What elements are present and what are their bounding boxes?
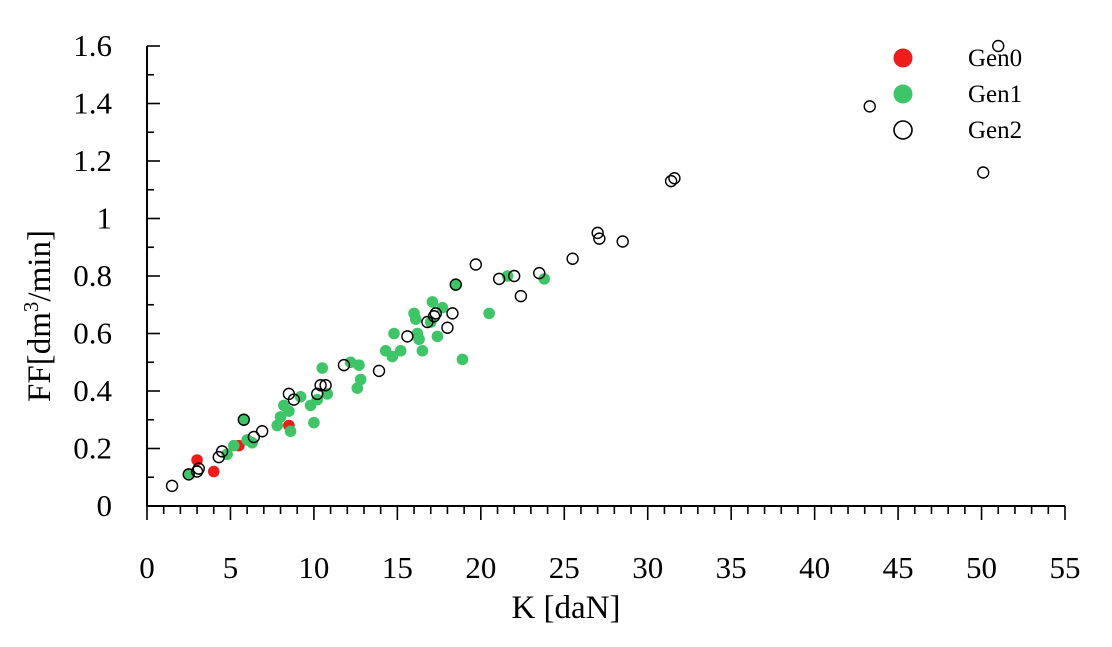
data-point-gen2 xyxy=(372,364,386,378)
legend-label-gen0: Gen0 xyxy=(968,45,1022,72)
data-point-gen2 xyxy=(449,278,462,291)
data-point-gen2 xyxy=(863,100,876,113)
data-point-gen2 xyxy=(469,258,483,271)
legend-marker-gen0 xyxy=(893,48,913,68)
y-tick-label: 0.2 xyxy=(73,431,112,466)
x-tick-label: 40 xyxy=(799,550,830,585)
y-tick-label: 1.6 xyxy=(73,28,112,63)
x-axis-title: K [daN] xyxy=(511,590,620,626)
data-point-gen1 xyxy=(227,439,240,452)
data-point-gen2 xyxy=(508,269,521,283)
data-point-gen2 xyxy=(616,235,629,248)
x-tick-label: 35 xyxy=(716,550,747,585)
x-tick-label: 25 xyxy=(549,550,580,585)
data-point-gen2 xyxy=(992,39,1005,53)
legend-marker-gen2 xyxy=(893,120,913,140)
y-tick-label: 1.4 xyxy=(73,86,112,121)
y-axis-title: FF[dm3/min] xyxy=(19,230,58,402)
series-gen1 xyxy=(182,270,551,481)
data-points xyxy=(165,39,1005,493)
data-point-gen1 xyxy=(431,330,444,343)
data-point-gen1 xyxy=(538,273,551,285)
legend-marker-gen1 xyxy=(893,84,913,104)
y-axis-title-superscript: 3 xyxy=(19,302,43,313)
x-tick-label: 15 xyxy=(382,550,413,585)
data-point-gen2 xyxy=(190,465,204,478)
x-tick-label: 55 xyxy=(1050,550,1081,585)
data-point-gen2 xyxy=(255,425,269,438)
data-point-gen2 xyxy=(319,379,332,392)
data-point-gen1 xyxy=(284,425,297,438)
data-point-gen2 xyxy=(514,289,528,303)
y-tick-label: 0.6 xyxy=(73,316,112,351)
data-point-gen1 xyxy=(283,405,295,417)
data-point-gen2 xyxy=(441,321,454,334)
data-point-gen2 xyxy=(566,252,579,265)
data-point-gen2 xyxy=(668,172,681,185)
y-tick-label: 0 xyxy=(97,488,113,523)
data-point-gen2 xyxy=(977,166,990,179)
data-point-gen2 xyxy=(287,393,301,406)
x-tick-label: 0 xyxy=(139,550,155,585)
data-point-gen1 xyxy=(436,301,449,314)
data-point-gen2 xyxy=(591,226,604,240)
data-point-gen1 xyxy=(294,390,307,403)
data-point-gen2 xyxy=(237,413,251,426)
legend-label-gen2: Gen2 xyxy=(968,117,1022,144)
y-axis-title-main: FF[dm xyxy=(22,312,58,402)
y-tick-label: 1 xyxy=(97,201,113,236)
data-point-gen2 xyxy=(215,445,229,458)
data-point-gen1 xyxy=(413,333,425,346)
data-point-gen1 xyxy=(426,296,439,308)
y-tick-label: 0.4 xyxy=(73,373,112,408)
x-tick-label: 45 xyxy=(883,550,914,585)
data-point-gen1 xyxy=(456,353,469,366)
legend-label-gen1: Gen1 xyxy=(968,81,1022,108)
data-point-gen2 xyxy=(401,330,414,343)
x-tick-labels: 0 5 10 15 20 25 30 35 40 45 50 55 xyxy=(139,550,1080,585)
data-point-gen2 xyxy=(337,358,351,372)
data-point-gen2 xyxy=(182,468,195,481)
data-point-gen2 xyxy=(533,266,546,280)
y-axis-title-unit: /min] xyxy=(22,230,58,302)
data-point-gen2 xyxy=(311,387,324,401)
x-tick-label: 20 xyxy=(465,550,496,585)
legend: Gen0 Gen1 Gen2 xyxy=(893,45,1022,144)
x-tick-label: 50 xyxy=(966,550,997,585)
data-point-gen2 xyxy=(427,310,441,323)
data-point-gen2 xyxy=(192,462,205,475)
data-point-gen2 xyxy=(314,379,327,392)
data-point-gen2 xyxy=(446,307,459,320)
data-point-gen1 xyxy=(274,411,287,423)
series-gen2 xyxy=(165,39,1005,493)
data-point-gen1 xyxy=(316,362,329,374)
data-point-gen1 xyxy=(483,307,495,320)
data-point-gen1 xyxy=(238,413,250,426)
data-point-gen1 xyxy=(308,416,320,429)
data-point-gen1 xyxy=(416,344,429,357)
axis-ticks xyxy=(146,45,1066,520)
data-point-gen1 xyxy=(354,373,367,386)
data-point-gen2 xyxy=(247,430,261,444)
data-point-gen0 xyxy=(207,465,220,478)
data-point-gen2 xyxy=(165,479,179,493)
data-point-gen2 xyxy=(593,232,606,245)
y-tick-labels: 0 0.2 0.4 0.6 0.8 1 1.2 1.4 1.6 xyxy=(73,28,112,523)
y-tick-label: 0.8 xyxy=(73,258,112,293)
data-point-gen1 xyxy=(388,327,400,340)
data-point-gen1 xyxy=(386,350,399,363)
x-tick-label: 30 xyxy=(632,550,663,585)
y-tick-label: 1.2 xyxy=(73,143,112,178)
data-point-gen1 xyxy=(449,278,462,291)
data-point-gen1 xyxy=(394,344,407,357)
data-point-gen1 xyxy=(353,359,365,371)
data-point-gen2 xyxy=(429,307,442,320)
data-point-gen2 xyxy=(492,272,506,286)
data-point-gen1 xyxy=(409,313,422,325)
data-point-gen2 xyxy=(664,174,678,188)
x-tick-label: 5 xyxy=(223,550,239,585)
x-tick-label: 10 xyxy=(298,550,329,585)
